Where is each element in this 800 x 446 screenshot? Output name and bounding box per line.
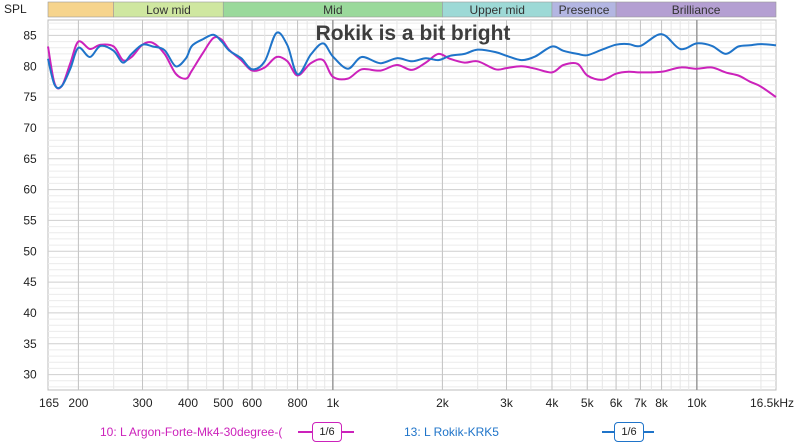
x-tick-label: 16.5kHz	[750, 396, 794, 410]
series-line-rokik	[47, 31, 777, 90]
x-tick-label: 8k	[655, 396, 669, 410]
y-tick-label: 65	[23, 152, 37, 166]
frequency-bands: Low mid Mid Upper mid Presence Brilliance	[47, 1, 777, 18]
legend-item-argon[interactable]: 10: L Argon-Forte-Mk4-30degree-( 1/6	[100, 422, 360, 444]
plot-area	[47, 19, 777, 391]
series-lines	[47, 31, 777, 98]
y-tick-label: 60	[23, 183, 37, 197]
x-tick-label: 4k	[546, 396, 560, 410]
y-tick-label: 55	[23, 213, 37, 227]
x-tick-label: 5k	[581, 396, 595, 410]
y-axis-label: SPL	[4, 2, 27, 16]
y-tick-labels: 30 35 40 45 50 55 60 65 70 75 80 85	[23, 28, 37, 381]
x-tick-label: 3k	[500, 396, 514, 410]
legend-item-rokik[interactable]: 13: L Rokik-KRK5 1/6	[404, 422, 664, 444]
x-tick-label: 400	[178, 396, 198, 410]
x-tick-label: 800	[288, 396, 308, 410]
smoothing-button-argon[interactable]: 1/6	[312, 422, 342, 442]
grid	[48, 20, 776, 390]
smoothing-label-argon: 1/6	[319, 426, 335, 438]
y-tick-label: 75	[23, 90, 37, 104]
legend-label-argon: 10: L Argon-Forte-Mk4-30degree-(	[100, 425, 283, 439]
y-tick-label: 40	[23, 306, 37, 320]
band-brilliance-5	[615, 1, 777, 18]
x-tick-label: 200	[68, 396, 88, 410]
x-tick-label: 165	[39, 396, 59, 410]
y-tick-label: 35	[23, 337, 37, 351]
band-label-upper-mid: Upper mid	[470, 3, 525, 17]
y-tick-label: 50	[23, 244, 37, 258]
band-label-low-mid: Low mid	[146, 3, 191, 17]
x-tick-label: 600	[242, 396, 262, 410]
x-tick-label: 1k	[326, 396, 340, 410]
y-tick-label: 85	[23, 28, 37, 42]
legend-label-rokik: 13: L Rokik-KRK5	[404, 425, 499, 439]
x-tick-label: 6k	[610, 396, 624, 410]
y-tick-label: 70	[23, 121, 37, 135]
x-tick-labels: 165 200 300 400 500 600 800 1k 2k 3k 4k 5k 6k 7k 8k 10k…	[39, 396, 794, 410]
x-tick-label: 10k	[687, 396, 707, 410]
band-band-0	[47, 1, 114, 18]
x-tick-label: 500	[213, 396, 233, 410]
band-label-presence: Presence	[559, 3, 610, 17]
band-label-mid: Mid	[323, 3, 342, 17]
smoothing-label-rokik: 1/6	[621, 426, 637, 438]
x-tick-label: 300	[132, 396, 152, 410]
x-tick-label: 7k	[634, 396, 648, 410]
y-tick-label: 30	[23, 368, 37, 382]
frequency-response-chart: Low mid Mid Upper mid Presence Brilliance SP…	[4, 1, 794, 410]
x-tick-label: 2k	[436, 396, 450, 410]
smoothing-button-rokik[interactable]: 1/6	[614, 422, 644, 442]
band-label-brilliance: Brilliance	[672, 3, 721, 17]
chart-title: Rokik is a bit bright	[316, 22, 511, 45]
y-tick-label: 80	[23, 59, 37, 73]
y-tick-label: 45	[23, 275, 37, 289]
